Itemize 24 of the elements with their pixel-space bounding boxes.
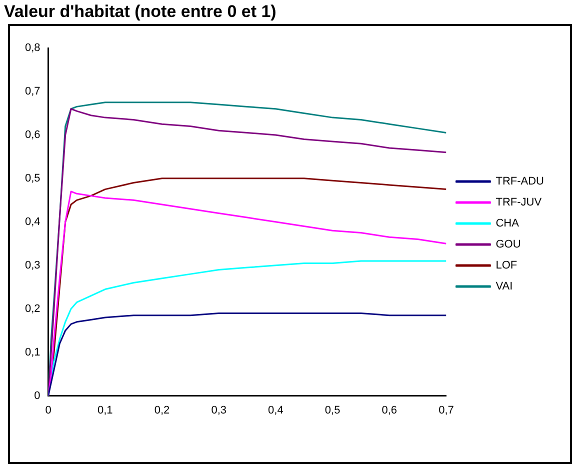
x-tick-label: 0,7 [438, 404, 454, 416]
legend-label: TRF-ADU [496, 176, 544, 188]
x-tick-label: 0,1 [97, 404, 113, 416]
legend-label: LOF [496, 260, 518, 272]
legend-label: TRF-JUV [496, 196, 542, 209]
y-tick-label: 0,4 [24, 216, 40, 228]
x-tick-label: 0 [45, 404, 52, 416]
y-tick-label: 0 [34, 390, 40, 402]
y-tick-label: 0,1 [24, 346, 40, 358]
y-tick-label: 0,2 [24, 302, 40, 315]
x-tick-label: 0,2 [154, 404, 170, 416]
legend-label: VAI [496, 280, 513, 293]
y-tick-label: 0,3 [24, 259, 40, 272]
y-tick-label: 0,8 [24, 42, 40, 54]
y-tick-label: 0,5 [24, 172, 40, 184]
x-tick-label: 0,3 [211, 404, 226, 416]
legend-label: CHA [496, 218, 520, 230]
x-tick-label: 0,4 [268, 404, 284, 416]
y-tick-label: 0,6 [24, 128, 40, 141]
x-tick-label: 0,5 [324, 404, 340, 416]
x-tick-label: 0,6 [382, 404, 398, 416]
chart-title: Valeur d'habitat (note entre 0 et 1) [4, 2, 278, 23]
y-tick-label: 0,7 [24, 86, 40, 98]
legend-label: GOU [496, 238, 521, 251]
